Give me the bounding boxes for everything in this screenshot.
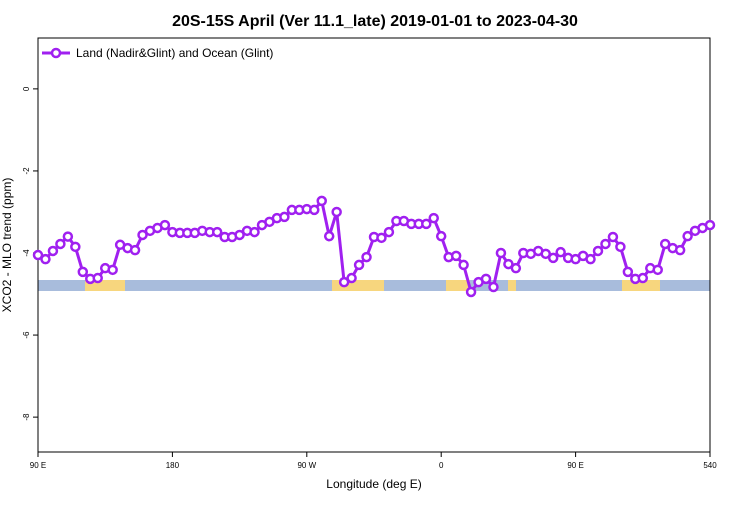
data-point [77, 266, 89, 278]
legend: Land (Nadir&Glint) and Ocean (Glint) [42, 46, 273, 60]
land-segment [446, 280, 470, 291]
data-point [540, 248, 551, 260]
y-tick-label: 0 [22, 86, 31, 91]
data-point [421, 218, 432, 230]
data-point [450, 250, 462, 262]
data-point [465, 286, 477, 298]
data-point [674, 244, 686, 256]
data-point [592, 245, 604, 257]
data-point [62, 231, 74, 242]
data-point [159, 219, 171, 231]
data-point [652, 264, 663, 276]
x-tick-label: 180 [166, 461, 180, 470]
data-point [92, 272, 103, 284]
x-axis-label: Longitude (deg E) [326, 477, 421, 491]
data-point [376, 232, 387, 244]
chart-title: 20S-15S April (Ver 11.1_late) 2019-01-01… [172, 13, 578, 30]
data-point [70, 241, 81, 253]
data-point [279, 211, 290, 223]
land-segment [332, 280, 384, 291]
data-point [361, 251, 372, 263]
data-point [615, 241, 626, 253]
data-point [585, 253, 596, 265]
data-point [316, 195, 327, 207]
data-point [458, 259, 469, 271]
data-point [338, 276, 350, 288]
data-point [659, 238, 671, 250]
land-segment [508, 280, 516, 291]
data-point [495, 247, 507, 259]
y-axis-label: XCO2 - MLO trend (ppm) [0, 178, 14, 313]
data-point [622, 266, 634, 278]
data-point [510, 262, 522, 274]
data-point [547, 252, 559, 264]
x-tick-label: 0 [439, 461, 444, 470]
y-tick-label: -6 [22, 331, 31, 339]
data-point [503, 258, 514, 270]
data-point [107, 264, 118, 276]
data-point [600, 238, 611, 250]
x-tick-label: 540 [703, 461, 717, 470]
y-tick-label: -2 [22, 167, 31, 175]
data-point [704, 219, 716, 231]
land-segment [85, 280, 125, 291]
data-point [488, 281, 499, 293]
data-point [55, 238, 66, 250]
data-point [323, 230, 335, 242]
legend-label: Land (Nadir&Glint) and Ocean (Glint) [76, 46, 273, 60]
data-point [435, 230, 447, 242]
plot-frame [37, 37, 711, 453]
data-point [346, 272, 357, 284]
data-point [353, 259, 365, 271]
data-point [682, 230, 693, 242]
data-point [607, 231, 619, 243]
data-point [555, 246, 566, 258]
legend-marker [50, 47, 62, 59]
data-point [383, 226, 395, 238]
data-point [234, 229, 245, 241]
land-ocean-strip [38, 280, 710, 291]
data-point [137, 229, 148, 241]
data-point [637, 272, 649, 284]
data-point [32, 249, 44, 261]
x-tick-label: 90 W [297, 461, 316, 470]
x-tick-label: 90 E [30, 461, 46, 470]
x-tick-label: 90 E [567, 461, 583, 470]
land-segment [622, 280, 660, 291]
y-tick-label: -4 [22, 249, 31, 257]
data-point [211, 226, 223, 238]
y-tick-label: -8 [22, 413, 31, 421]
data-point [428, 212, 439, 224]
data-point [331, 206, 342, 218]
data-point [129, 244, 141, 256]
data-point [47, 245, 59, 257]
data-point [480, 273, 492, 285]
data-point [249, 226, 260, 238]
data-point [309, 204, 320, 216]
data-point [40, 253, 51, 265]
